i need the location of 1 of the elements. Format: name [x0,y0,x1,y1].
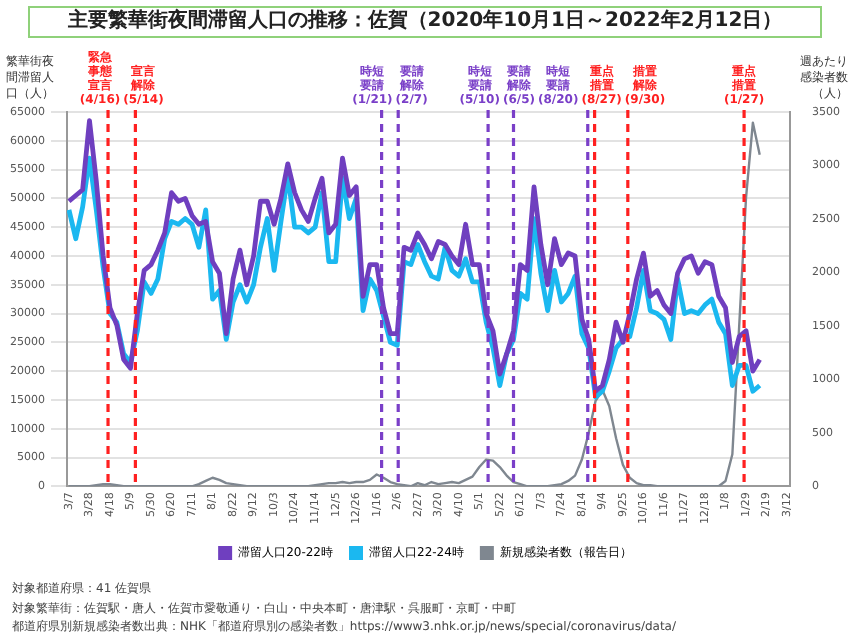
chart-title: 主要繁華街夜間滞留人口の推移：佐賀（2020年10月1日～2022年2月12日） [28,6,822,38]
